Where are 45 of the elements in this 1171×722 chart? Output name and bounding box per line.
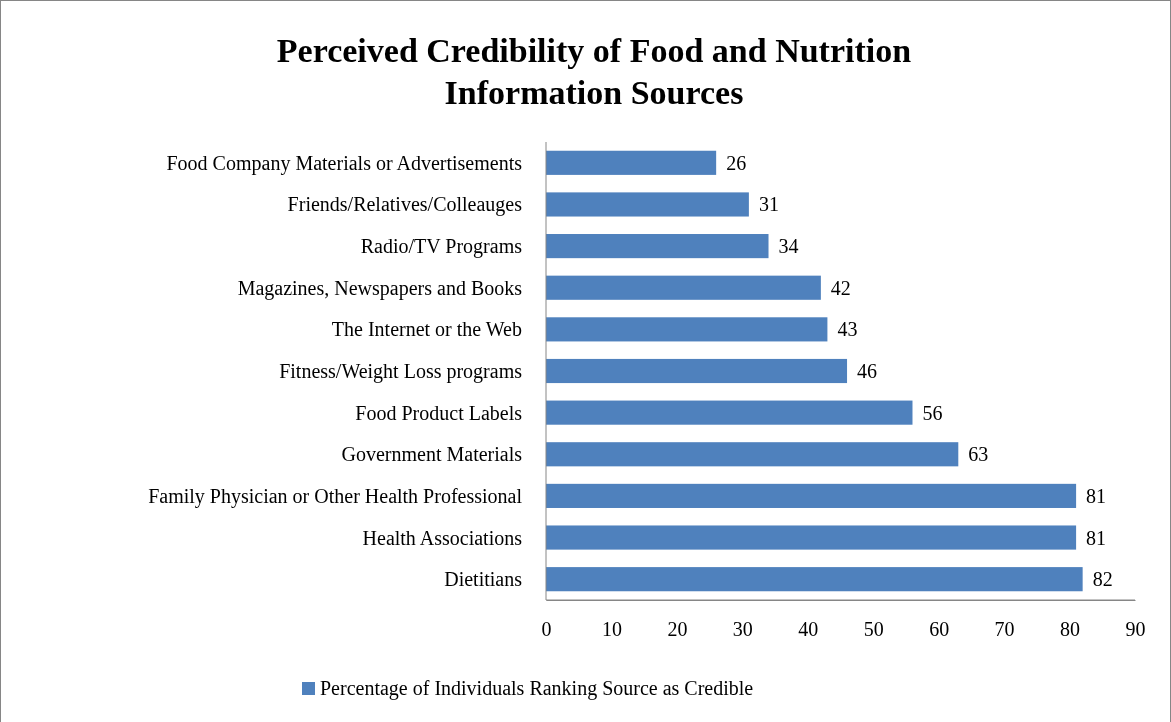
y-tick-label: Friends/Relatives/Colleauges [287,193,523,217]
x-tick-label: 60 [929,618,950,641]
x-tick-label: 50 [863,618,884,641]
data-label: 81 [1086,484,1107,507]
data-label: 34 [778,235,799,258]
bar [546,400,913,425]
data-label: 43 [837,318,858,341]
bar [546,442,959,467]
x-tick-label: 0 [541,618,552,641]
y-tick-label: Health Associations [362,526,523,549]
data-label: 81 [1086,526,1107,549]
y-tick-label: Magazines, Newspapers and Books [237,276,523,300]
bar [546,317,828,342]
bar [546,275,821,300]
y-tick-label: Fitness/Weight Loss programs [279,360,523,383]
bar [546,234,769,259]
x-tick-label: 30 [732,618,753,641]
bar [546,525,1077,550]
data-label: 31 [758,193,779,216]
data-label: 42 [830,276,851,299]
bar [546,150,717,175]
x-tick-label: 20 [667,618,688,641]
y-tick-label: Government Materials [341,443,523,466]
x-tick-label: 40 [798,618,819,641]
y-tick-label: Family Physician or Other Health Professional [148,484,523,508]
bar [546,483,1077,508]
bar [546,192,749,217]
x-tick-label: 10 [601,618,622,641]
data-label: 63 [968,443,989,466]
x-tick-label: 90 [1125,618,1146,641]
y-tick-label: The Internet or the Web [331,318,522,341]
x-tick-label: 80 [1060,618,1081,641]
data-label: 56 [922,401,943,424]
x-tick-label: 70 [994,618,1015,641]
y-tick-label: Radio/TV Programs [360,235,523,259]
legend-label: Percentage of Individuals Ranking Source as Credible [320,677,754,700]
y-tick-label: Food Product Labels [355,401,523,424]
chart-title: Perceived Credibility of Food and Nutrition Information Sources [276,31,912,111]
bar [546,567,1083,592]
data-label: 26 [726,151,747,174]
data-label: 82 [1092,568,1113,591]
data-label: 46 [857,360,878,382]
y-tick-label: Dietitians [444,568,523,591]
bar [546,358,848,384]
y-tick-label: Food Company Materials or Advertisements [166,151,523,175]
